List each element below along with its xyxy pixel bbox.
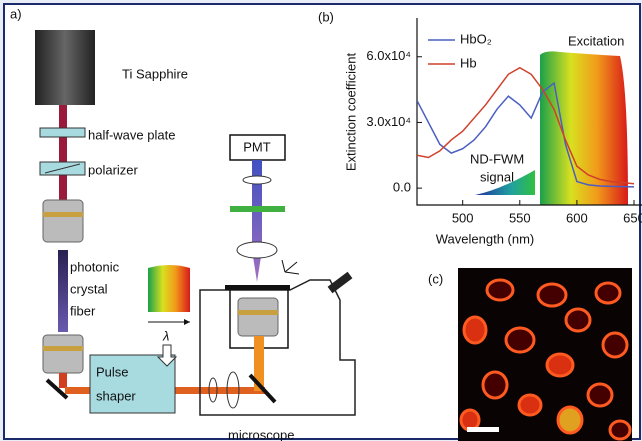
panel-label: (c) bbox=[428, 271, 443, 286]
scale-bar bbox=[467, 427, 499, 432]
fiber-label: fiber bbox=[70, 303, 96, 318]
objective bbox=[43, 200, 83, 242]
lambda-label: λ bbox=[162, 328, 169, 343]
x-tick-label: 600 bbox=[566, 210, 588, 225]
polarizer-label: polarizer bbox=[88, 162, 139, 177]
microscope-label: microscope bbox=[228, 427, 294, 441]
y-tick-label: 0.0 bbox=[393, 180, 411, 195]
x-axis-label: Wavelength (nm) bbox=[436, 231, 535, 246]
fiber-label: crystal bbox=[70, 281, 108, 296]
slide bbox=[225, 285, 290, 290]
figure: a) Ti Sapphire half-wave plate polarizer… bbox=[0, 0, 642, 441]
x-tick-label: 500 bbox=[452, 210, 474, 225]
shaper-label: Pulse bbox=[96, 364, 129, 379]
legend-label: Hb bbox=[460, 55, 477, 70]
y-tick-label: 3.0x10⁴ bbox=[366, 114, 411, 129]
y-tick-label: 6.0x10⁴ bbox=[366, 48, 411, 63]
objective bbox=[43, 335, 83, 373]
filter bbox=[230, 206, 285, 212]
lens bbox=[243, 176, 271, 184]
objective-band bbox=[238, 310, 278, 315]
excitation-label: Excitation bbox=[568, 33, 624, 48]
panel-label: (b) bbox=[318, 9, 334, 24]
laser bbox=[35, 30, 95, 105]
lens bbox=[237, 242, 277, 258]
panel-label: a) bbox=[10, 6, 22, 21]
fiber-label: photonic bbox=[70, 259, 120, 274]
beam bbox=[59, 105, 67, 200]
signal-label: signal bbox=[480, 169, 514, 184]
signal-label: ND-FWM bbox=[470, 151, 524, 166]
objective bbox=[238, 298, 278, 336]
beam bbox=[59, 373, 67, 388]
legend-label: HbO₂ bbox=[460, 31, 492, 46]
laser-label: Ti Sapphire bbox=[122, 66, 188, 81]
x-tick-label: 550 bbox=[509, 210, 531, 225]
objective-band bbox=[43, 212, 83, 217]
spectrum bbox=[148, 265, 190, 312]
fiber bbox=[58, 250, 68, 332]
waveplate-label: half-wave plate bbox=[88, 127, 175, 142]
objective-band bbox=[43, 346, 83, 351]
pmt-label: PMT bbox=[243, 139, 271, 154]
shaper-label: shaper bbox=[96, 388, 136, 403]
waveplate bbox=[40, 128, 85, 137]
x-tick-label: 650 bbox=[623, 210, 642, 225]
y-axis-label: Extinction coefficient bbox=[343, 52, 358, 171]
